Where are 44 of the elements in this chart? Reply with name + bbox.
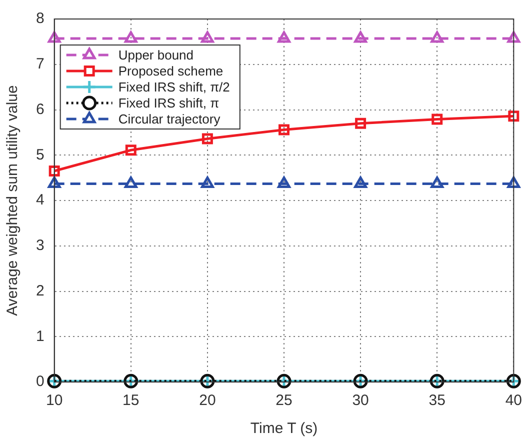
point [125, 144, 136, 156]
point [202, 133, 213, 144]
point [48, 31, 61, 43]
y-tick-label: 6 [36, 100, 44, 118]
point [201, 176, 214, 188]
x-tick-label: 35 [428, 392, 446, 410]
x-tick-label: 40 [505, 392, 522, 410]
point [430, 176, 444, 188]
x-tick-label: 10 [46, 392, 63, 410]
x-tick-label: 15 [122, 392, 140, 410]
y-tick-label: 5 [36, 146, 44, 164]
point [278, 31, 290, 43]
y-tick-label: 4 [36, 192, 44, 209]
x-axis-title: Time T (s) [250, 420, 318, 438]
y-tick-label: 3 [36, 237, 44, 254]
point [124, 31, 138, 43]
point [507, 31, 520, 43]
y-tick-label: 1 [36, 328, 44, 345]
legend-label: Proposed scheme [118, 64, 224, 79]
point [48, 166, 60, 176]
y-tick-label: 7 [36, 56, 44, 73]
point [430, 31, 444, 43]
point [278, 176, 290, 188]
legend-label: Circular trajectory [118, 112, 221, 127]
x-tick-label: 30 [352, 392, 369, 410]
point [48, 176, 61, 188]
legend-label: Upper bound [118, 48, 194, 63]
y-tick-label: 0 [36, 373, 44, 390]
legend-label: Fixed IRS shift, π [118, 96, 220, 111]
point [432, 114, 443, 125]
point [201, 31, 214, 43]
point [124, 176, 138, 188]
x-tick-label: 25 [276, 392, 292, 410]
point [278, 124, 290, 136]
point [508, 110, 520, 122]
legend-label: Fixed IRS shift, π/2 [118, 80, 230, 95]
y-axis-title: Average weighted sum utility value [4, 85, 22, 316]
point [354, 176, 367, 188]
y-tick-label: 2 [36, 282, 44, 300]
point [355, 118, 366, 129]
x-tick-label: 20 [199, 392, 216, 410]
point [507, 176, 520, 188]
y-tick-label: 8 [36, 10, 44, 28]
point [354, 31, 367, 43]
